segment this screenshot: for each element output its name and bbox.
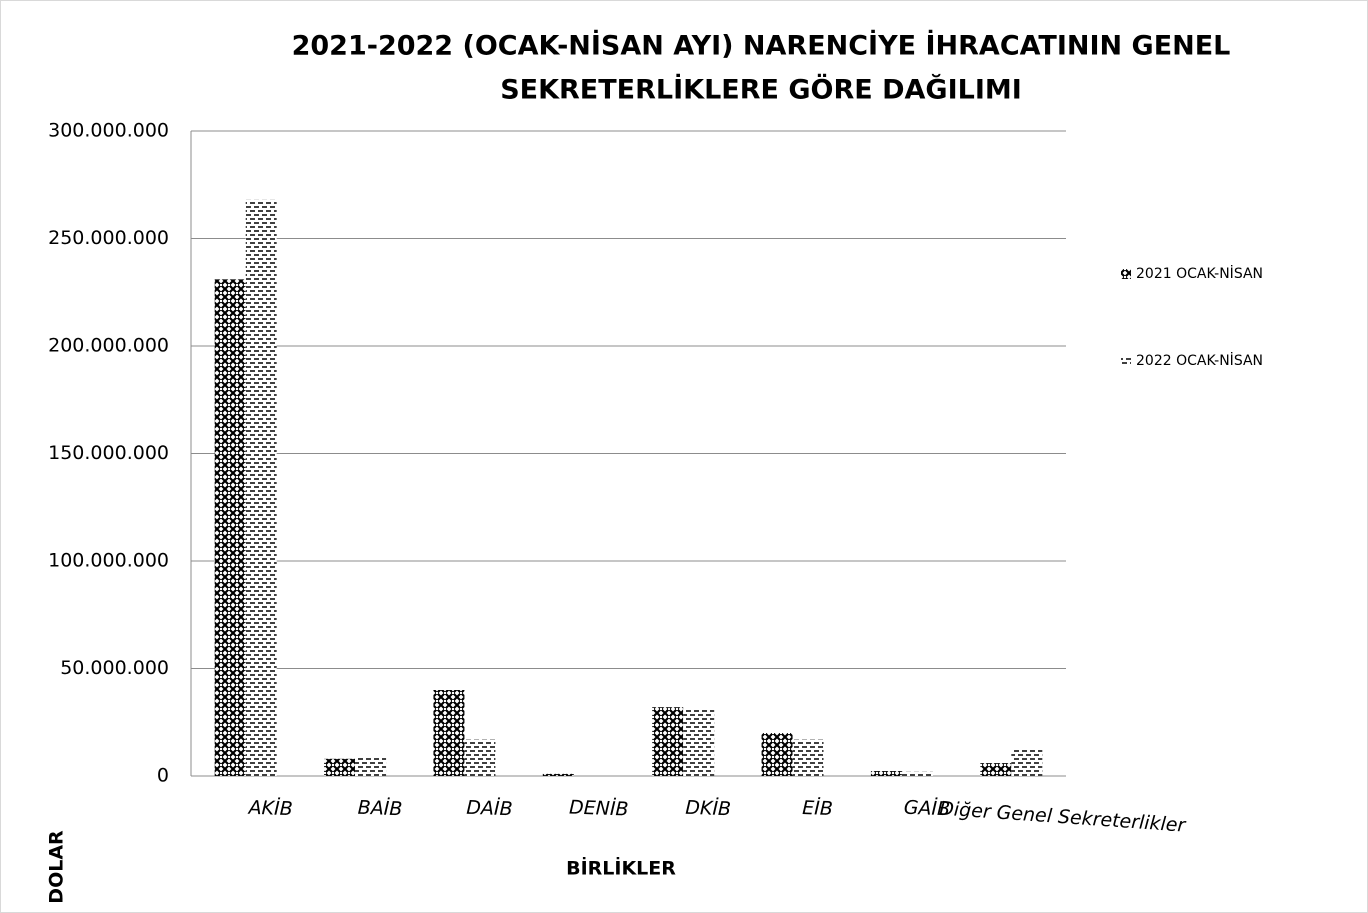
x-tick-label: DENİB: [569, 795, 629, 820]
legend-swatch: [1121, 269, 1131, 279]
bar: [214, 279, 246, 776]
bar: [1011, 748, 1043, 776]
x-tick-label: EİB: [802, 796, 833, 820]
x-tick-label: BAİB: [357, 796, 402, 821]
bar: [761, 733, 793, 776]
bar: [980, 763, 1012, 776]
y-axis-title: DOLAR: [46, 830, 68, 904]
x-tick-label: GAİB: [903, 796, 950, 821]
legend-label: 2021 OCAK-NİSAN: [1136, 264, 1263, 282]
bar: [652, 707, 684, 776]
bar: [901, 771, 933, 776]
bar: [683, 709, 715, 776]
bar: [464, 739, 496, 776]
bar: [324, 758, 356, 776]
y-tick-label: 50.000.000: [60, 657, 169, 679]
bar: [433, 690, 465, 776]
x-tick-label: DKİB: [685, 796, 732, 821]
y-tick-label: 200.000.000: [48, 335, 169, 357]
bar: [542, 773, 574, 776]
x-axis-title: BİRLİKLER: [566, 856, 676, 880]
x-tick-label: DAİB: [466, 796, 513, 821]
bar: [870, 771, 902, 776]
chart-title: SEKRETERLİKLERE GÖRE DAĞILIMI: [500, 73, 1022, 106]
chart-title: 2021-2022 (OCAK-NİSAN AYI) NARENCİYE İHR…: [292, 30, 1231, 62]
bar: [355, 756, 387, 776]
y-tick-label: 100.000.000: [48, 550, 169, 572]
x-tick-label: Diğer Genel Sekreterlikler: [939, 798, 1188, 837]
bar: [245, 199, 277, 777]
x-tick-label: AKİB: [246, 796, 293, 821]
y-tick-label: 300.000.000: [48, 120, 169, 142]
legend-swatch: [1121, 356, 1131, 366]
y-tick-label: 250.000.000: [48, 227, 169, 249]
y-tick-label: 0: [157, 765, 169, 787]
legend-label: 2022 OCAK-NİSAN: [1136, 351, 1263, 369]
y-tick-label: 150.000.000: [48, 442, 169, 464]
bar: [792, 739, 824, 776]
